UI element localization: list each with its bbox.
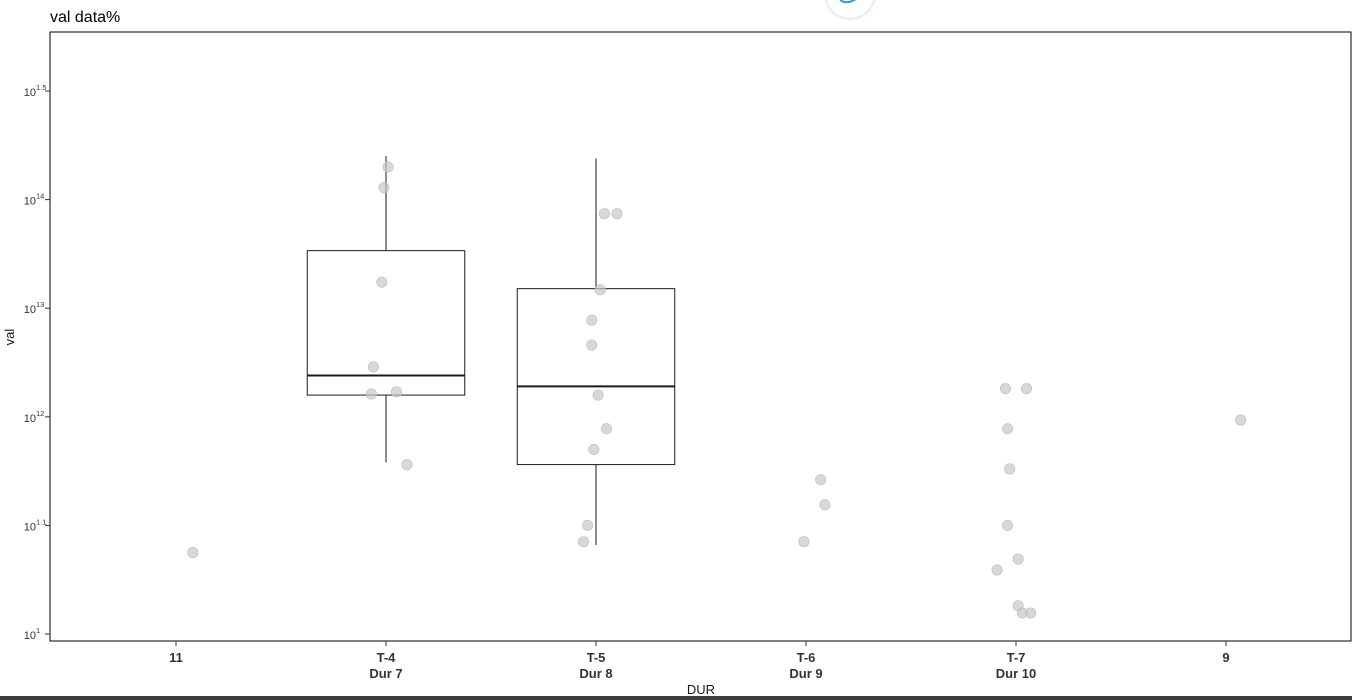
boxplots: [306, 156, 676, 545]
x-tick-label: 11: [169, 650, 183, 665]
box-body: [306, 250, 466, 396]
x-tick-label: T-5: [587, 650, 606, 665]
x-tick-label: T-6: [797, 650, 816, 665]
data-point: [798, 536, 810, 548]
data-point: [187, 547, 199, 559]
floating-assistant-button[interactable]: [826, 0, 874, 18]
y-tick-label: 10: [24, 630, 36, 642]
data-point: [1002, 423, 1014, 435]
y-tick-label: 10: [24, 196, 36, 208]
bird-icon: [839, 0, 857, 4]
data-point: [611, 208, 623, 220]
y-tick-exponent: 1.1: [36, 517, 46, 526]
data-point: [582, 519, 594, 531]
data-point: [586, 339, 598, 351]
y-tick-label: 10: [24, 87, 36, 99]
data-point: [401, 459, 413, 471]
data-point: [382, 161, 394, 173]
data-point: [367, 361, 379, 373]
data-point: [815, 474, 827, 486]
x-tick-label-line2: Dur 8: [579, 666, 612, 681]
data-point: [592, 389, 604, 401]
data-points: [187, 161, 1247, 619]
x-axis-title: DUR: [687, 682, 715, 697]
y-tick-exponent: 1: [36, 626, 40, 635]
data-point: [594, 284, 606, 296]
data-point: [1025, 607, 1037, 619]
data-point: [991, 564, 1003, 576]
data-point: [376, 276, 388, 288]
y-tick-exponent: 1.5: [36, 83, 46, 92]
y-tick-exponent: 14: [36, 192, 44, 201]
data-point: [390, 386, 402, 398]
data-point: [1235, 414, 1247, 426]
chart-title: val data%: [50, 9, 120, 26]
y-tick-label: 10: [24, 304, 36, 316]
data-point: [999, 383, 1011, 395]
x-tick-label: 9: [1222, 650, 1229, 665]
data-point: [1012, 553, 1024, 565]
x-tick-label: T-7: [1007, 650, 1026, 665]
data-point: [586, 314, 598, 326]
x-tick-label: T-4: [377, 650, 397, 665]
x-tick-label-line2: Dur 9: [789, 666, 822, 681]
y-axis-title: val: [2, 329, 17, 346]
box-body: [516, 288, 676, 466]
y-tick-exponent: 13: [36, 300, 44, 309]
x-tick-label-line2: Dur 7: [369, 666, 402, 681]
data-point: [588, 443, 600, 455]
data-point: [819, 499, 831, 511]
x-tick-label-line2: Dur 10: [996, 666, 1036, 681]
y-tick-label: 10: [24, 521, 36, 533]
data-point: [1002, 519, 1014, 531]
plot-panel: [49, 31, 1352, 642]
data-point: [600, 423, 612, 435]
y-tick-label: 10: [24, 413, 36, 425]
taskbar-strip: [0, 696, 1352, 700]
data-point: [378, 182, 390, 194]
data-point: [1020, 383, 1032, 395]
data-point: [598, 208, 610, 220]
data-point: [1004, 463, 1016, 475]
data-point: [365, 388, 377, 400]
y-tick-exponent: 12: [36, 409, 44, 418]
data-point: [577, 536, 589, 548]
